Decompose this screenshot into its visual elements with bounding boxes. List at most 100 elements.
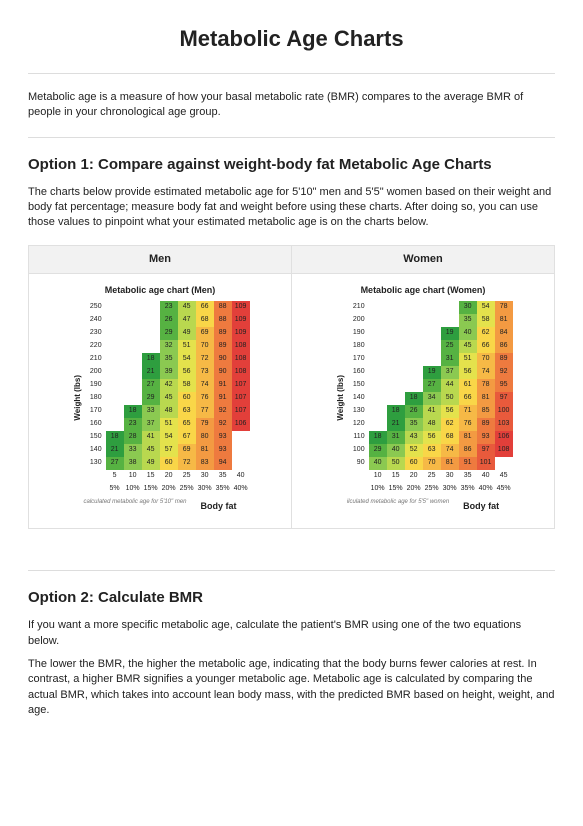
heatmap-cell: 89 [214, 340, 232, 353]
men-panel-label: Men [29, 246, 291, 274]
heatmap-cell [106, 301, 124, 314]
y-tick: 180 [349, 340, 367, 353]
y-tick: 110 [349, 431, 367, 444]
x-tick: 45 [495, 470, 513, 483]
x-tick-pct: 30% [441, 483, 459, 496]
heatmap-cell [423, 314, 441, 327]
heatmap-cell: 58 [477, 314, 495, 327]
y-tick: 130 [349, 405, 367, 418]
x-tick: 30 [441, 470, 459, 483]
heatmap-cell [423, 301, 441, 314]
heatmap-cell [405, 340, 423, 353]
heatmap-cell [405, 301, 423, 314]
y-tick: 230 [86, 327, 104, 340]
heatmap-cell: 23 [124, 418, 142, 431]
heatmap-cell: 43 [405, 431, 423, 444]
heatmap-cell: 90 [214, 366, 232, 379]
y-tick: 130 [86, 457, 104, 470]
y-tick: 140 [349, 392, 367, 405]
heatmap-cell [124, 366, 142, 379]
heatmap-cell [369, 301, 387, 314]
heatmap-cell: 78 [495, 301, 513, 314]
heatmap-cell: 63 [423, 444, 441, 457]
heatmap-cell [441, 314, 459, 327]
y-tick: 100 [349, 444, 367, 457]
heatmap-cell [106, 405, 124, 418]
heatmap-cell: 45 [178, 301, 196, 314]
y-tick: 200 [86, 366, 104, 379]
heatmap-cell: 48 [160, 405, 178, 418]
heatmap-cell: 70 [196, 340, 214, 353]
heatmap-cell: 18 [369, 431, 387, 444]
heatmap-cell [405, 366, 423, 379]
heatmap-cell [441, 301, 459, 314]
heatmap-cell: 108 [232, 353, 250, 366]
heatmap-cell: 44 [441, 379, 459, 392]
heatmap-cell: 56 [423, 431, 441, 444]
x-tick: 10 [369, 470, 387, 483]
heatmap-cell: 72 [178, 457, 196, 470]
heatmap-cell: 86 [495, 340, 513, 353]
x-tick: 25 [423, 470, 441, 483]
heatmap-cell: 30 [459, 301, 477, 314]
heatmap-cell: 45 [459, 340, 477, 353]
heatmap-cell: 27 [106, 457, 124, 470]
heatmap-cell: 91 [214, 379, 232, 392]
heatmap-cell [405, 379, 423, 392]
y-tick: 140 [86, 444, 104, 457]
y-tick: 190 [349, 327, 367, 340]
x-tick-pct: 5% [106, 483, 124, 496]
heatmap-cell: 21 [387, 418, 405, 431]
heatmap-cell [142, 327, 160, 340]
heatmap-cell: 56 [459, 366, 477, 379]
heatmap-cell: 21 [142, 366, 160, 379]
heatmap-cell: 28 [124, 431, 142, 444]
y-tick: 160 [86, 418, 104, 431]
heatmap-cell: 108 [495, 444, 513, 457]
heatmap-cell: 49 [142, 457, 160, 470]
heatmap-cell: 69 [196, 327, 214, 340]
heatmap-cell [106, 379, 124, 392]
heatmap-cell: 56 [178, 366, 196, 379]
heatmap-cell: 54 [178, 353, 196, 366]
heatmap-cell: 61 [459, 379, 477, 392]
heatmap-cell: 81 [441, 457, 459, 470]
chart-sublabel: ilculated metabolic age for 5'5" women [347, 498, 449, 506]
option2-p2: The lower the BMR, the higher the metabo… [28, 657, 555, 719]
heatmap-cell: 74 [441, 444, 459, 457]
heatmap-cell [387, 379, 405, 392]
heatmap-cell [106, 353, 124, 366]
heatmap-cell [124, 340, 142, 353]
x-tick: 15 [387, 470, 405, 483]
option1-heading: Option 1: Compare against weight-body fa… [28, 154, 555, 175]
heatmap-cell: 88 [214, 314, 232, 327]
x-tick-pct: 35% [459, 483, 477, 496]
heatmap-cell: 108 [232, 340, 250, 353]
heatmap-cell [232, 444, 250, 457]
heatmap-cell: 76 [196, 392, 214, 405]
heatmap-cell: 89 [495, 353, 513, 366]
heatmap-cell: 60 [160, 457, 178, 470]
heatmap-cell: 66 [459, 392, 477, 405]
heatmap-cell: 93 [477, 431, 495, 444]
heatmap-cell: 81 [495, 314, 513, 327]
heatmap-cell [142, 314, 160, 327]
heatmap-cell [124, 392, 142, 405]
heatmap-cell: 62 [441, 418, 459, 431]
y-tick: 180 [86, 392, 104, 405]
heatmap-cell: 74 [477, 366, 495, 379]
heatmap-cell: 38 [124, 457, 142, 470]
heatmap-cell: 88 [214, 301, 232, 314]
x-tick-pct: 20% [405, 483, 423, 496]
heatmap-cell: 47 [178, 314, 196, 327]
heatmap-cell: 26 [405, 405, 423, 418]
x-tick-pct: 25% [178, 483, 196, 496]
y-tick: 170 [86, 405, 104, 418]
heatmap-cell: 23 [160, 301, 178, 314]
heatmap-cell: 18 [387, 405, 405, 418]
heatmap-cell: 77 [196, 405, 214, 418]
heatmap-cell: 35 [459, 314, 477, 327]
heatmap-cell [405, 314, 423, 327]
heatmap-cell: 50 [441, 392, 459, 405]
heatmap-cell: 63 [178, 405, 196, 418]
